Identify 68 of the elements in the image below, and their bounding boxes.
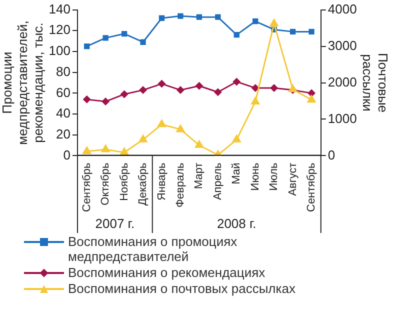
point	[232, 78, 241, 86]
point	[121, 30, 128, 37]
point	[176, 124, 186, 132]
point	[176, 86, 184, 94]
y2-tick-label: 3000	[328, 38, 357, 53]
point	[194, 140, 204, 148]
y2-tick-label: 0	[328, 147, 336, 162]
y-tick-label: 0	[63, 147, 70, 162]
point	[250, 96, 260, 104]
y2-axis-title: Почтовые рассылки	[360, 52, 391, 113]
x-tick-label: Апрель	[212, 162, 224, 200]
x-tick-label: Август	[286, 162, 299, 196]
legend-label: Воспоминания о почтовых рассылках	[68, 281, 296, 296]
legend-label: Воспоминания о рекомендациях	[68, 265, 266, 280]
point	[232, 134, 242, 142]
x-tick-label: Октябрь	[100, 162, 112, 206]
y2-tick-label: 2000	[328, 74, 357, 90]
x-tick-label: Ноябрь	[118, 162, 130, 201]
point	[102, 35, 108, 41]
y-tick-label: 20	[56, 126, 70, 142]
y2-tick-label: 4000	[328, 1, 357, 16]
point	[270, 84, 278, 92]
point	[138, 134, 148, 142]
point	[139, 86, 148, 94]
point	[178, 13, 184, 19]
x-tick-label: Январь	[156, 162, 168, 200]
point	[82, 95, 91, 104]
y-tick-label: 80	[56, 64, 70, 79]
point	[82, 146, 92, 154]
point	[84, 43, 90, 50]
point	[251, 84, 260, 92]
point	[269, 18, 279, 26]
y-tick-label: 140	[48, 1, 70, 16]
x-tick-label: Июнь	[249, 162, 262, 191]
y2-tick-label: 1000	[328, 110, 357, 126]
point	[120, 90, 128, 98]
text: 2008 г.	[216, 216, 256, 232]
point	[158, 15, 165, 21]
point	[215, 14, 221, 20]
text: 2007 г.	[95, 216, 135, 232]
y-axis-title: Промоции медпредставителей, рекомендации, тыс.	[0, 20, 46, 145]
point	[288, 84, 298, 92]
point	[306, 94, 316, 103]
point	[234, 32, 240, 38]
point	[290, 28, 296, 35]
x-tick-label: Февраль	[174, 162, 186, 208]
point	[140, 39, 146, 45]
x-tick-label: Март	[193, 162, 206, 190]
point	[196, 14, 202, 20]
y-tick-label: 100	[48, 43, 70, 58]
x-tick-label: Июль	[268, 162, 280, 191]
x-tick-label: Декабрь	[137, 162, 150, 206]
y-tick-label: 40	[56, 106, 70, 121]
point	[252, 18, 258, 24]
point	[308, 89, 316, 98]
y-tick-label: 60	[56, 84, 70, 100]
legend-label: Воспоминания о промоциях медпредставителей	[68, 234, 238, 264]
point	[158, 80, 166, 88]
x-tick-label: Сентябрь	[306, 162, 318, 212]
x-tick-label: Май	[230, 162, 243, 184]
x-tick-label: Сентябрь	[80, 162, 93, 212]
point	[308, 28, 314, 35]
point	[195, 82, 204, 90]
point	[102, 98, 110, 106]
point	[156, 118, 167, 128]
y-tick-label: 120	[48, 22, 70, 38]
point	[214, 88, 222, 96]
point	[100, 144, 110, 152]
